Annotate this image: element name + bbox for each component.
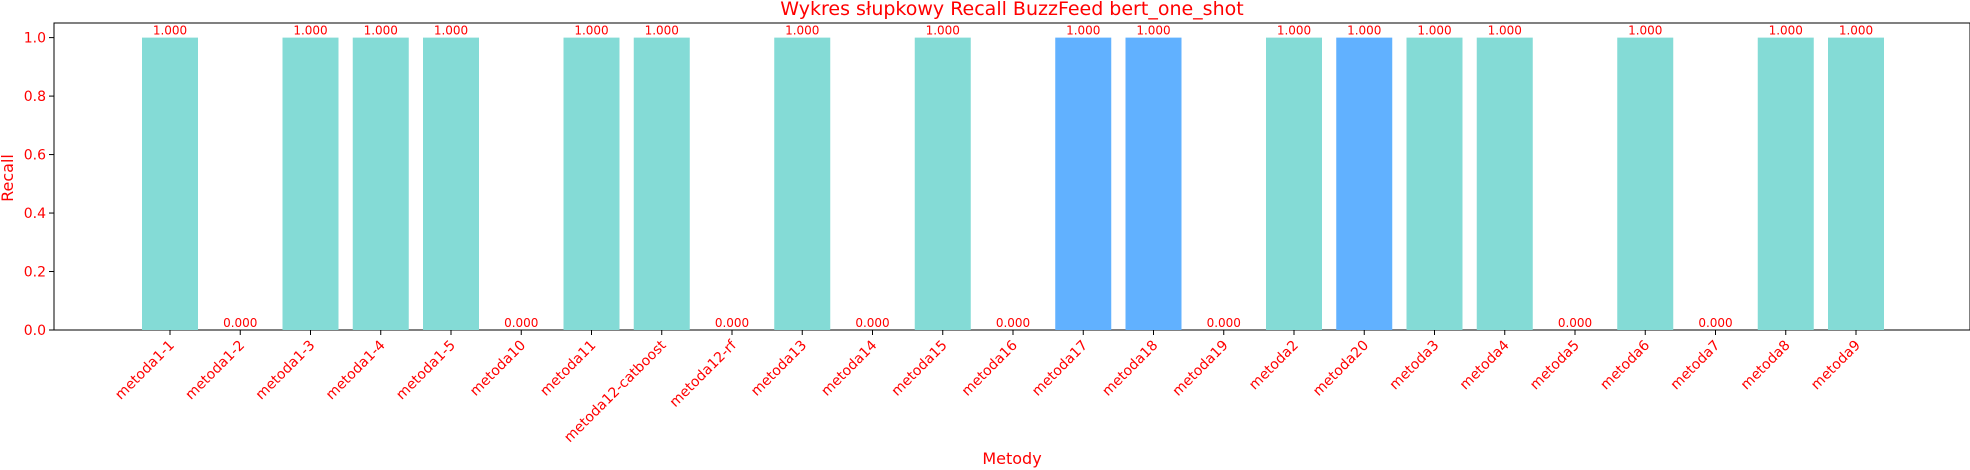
x-tick-label-metoda2: metoda2 (1246, 338, 1302, 394)
bar-metoda12-catboost (633, 37, 690, 331)
bar-metoda20 (1336, 37, 1393, 331)
data-label-metoda14: 0.000 (855, 316, 889, 330)
y-axis-label: Recall (0, 154, 17, 202)
data-label-metoda15: 1.000 (926, 24, 960, 38)
data-labels-group: 1.000 0.000 1.000 1.000 1.000 0.000 1.000 1.000… (153, 24, 1873, 330)
x-tick-label-metoda10: metoda10 (467, 338, 529, 400)
bar-metoda6 (1617, 37, 1674, 331)
data-label-metoda3: 1.000 (1417, 24, 1451, 38)
bar-metoda17 (1055, 37, 1112, 331)
x-tick-label-metoda14: metoda14 (818, 337, 880, 399)
x-tick-label-metoda20: metoda20 (1310, 338, 1372, 400)
bar-metoda15 (914, 37, 971, 331)
x-tick-label-metoda13: metoda13 (748, 338, 810, 400)
x-tick-label-metoda9: metoda9 (1808, 338, 1864, 394)
bar-metoda1-4 (352, 37, 409, 331)
plot-area (53, 22, 1970, 331)
bar-metoda3 (1406, 37, 1463, 331)
y-tick-label: 0.4 (24, 206, 46, 222)
chart-title: Wykres słupkowy Recall BuzzFeed bert_one… (780, 0, 1243, 20)
x-tick-label-metoda17: metoda17 (1029, 338, 1091, 400)
data-label-metoda1-2: 0.000 (223, 316, 257, 330)
data-label-metoda8: 1.000 (1769, 24, 1803, 38)
x-tick-label-metoda6: metoda6 (1597, 337, 1653, 393)
bar-metoda11 (563, 37, 620, 331)
data-label-metoda1-1: 1.000 (153, 24, 187, 38)
data-label-metoda5: 0.000 (1558, 316, 1592, 330)
bar-metoda13 (774, 37, 831, 331)
bar-metoda2 (1266, 37, 1322, 331)
data-label-metoda12-catboost: 1.000 (645, 24, 679, 38)
data-label-metoda10: 0.000 (504, 316, 538, 330)
y-tick-label: 0.0 (24, 323, 46, 339)
x-tick-label-metoda12-rf: metoda12-rf (667, 337, 741, 411)
y-axis: 0.0 0.2 0.4 0.6 0.8 1.0 (24, 31, 54, 339)
x-tick-label-metoda18: metoda18 (1099, 338, 1161, 400)
bar-metoda1-1 (142, 37, 198, 331)
bar-metoda8 (1757, 37, 1814, 331)
x-tick-label-metoda4: metoda4 (1457, 337, 1513, 393)
x-tick-label-metoda1-4: metoda1-4 (323, 337, 389, 403)
x-tick-label-metoda1-5: metoda1-5 (393, 338, 459, 404)
x-tick-label-metoda15: metoda15 (889, 338, 951, 400)
x-tick-label-metoda5: metoda5 (1527, 338, 1583, 394)
data-label-metoda20: 1.000 (1347, 24, 1381, 38)
data-label-metoda18: 1.000 (1136, 24, 1170, 38)
data-label-metoda6: 1.000 (1628, 24, 1662, 38)
data-label-metoda2: 1.000 (1277, 24, 1311, 38)
data-label-metoda4: 1.000 (1488, 24, 1522, 38)
y-tick-label: 0.8 (24, 89, 46, 105)
bar-metoda1-3 (282, 37, 339, 331)
data-label-metoda16: 0.000 (996, 316, 1030, 330)
x-tick-label-metoda3: metoda3 (1387, 338, 1443, 394)
x-tick-label-metoda19: metoda19 (1170, 338, 1232, 400)
y-tick-label: 0.2 (24, 265, 46, 281)
x-tick-label-metoda1-2: metoda1-2 (183, 338, 249, 404)
data-label-metoda1-3: 1.000 (293, 24, 327, 38)
data-label-metoda17: 1.000 (1066, 24, 1100, 38)
y-tick-label: 1.0 (24, 31, 46, 47)
x-tick-label-metoda11: metoda11 (537, 338, 599, 400)
x-tick-label-metoda7: metoda7 (1668, 338, 1724, 394)
x-axis-label: Metody (982, 449, 1041, 468)
data-label-metoda7: 0.000 (1698, 316, 1732, 330)
bar-metoda4 (1476, 37, 1533, 331)
data-label-metoda13: 1.000 (785, 24, 819, 38)
x-tick-label-metoda1-1: metoda1-1 (112, 338, 178, 404)
data-label-metoda1-5: 1.000 (434, 24, 468, 38)
bars-group (142, 37, 1884, 331)
data-label-metoda12-rf: 0.000 (715, 316, 749, 330)
data-label-metoda19: 0.000 (1207, 316, 1241, 330)
x-tick-label-metoda8: metoda8 (1738, 338, 1794, 394)
data-label-metoda9: 1.000 (1839, 24, 1873, 38)
data-label-metoda11: 1.000 (574, 24, 608, 38)
bar-metoda9 (1828, 37, 1884, 331)
data-label-metoda1-4: 1.000 (364, 24, 398, 38)
y-tick-label: 0.6 (24, 148, 46, 164)
x-axis: metoda1-1 metoda1-2 metoda1-3 metoda1-4 meto… (112, 330, 1864, 446)
x-tick-label-metoda1-3: metoda1-3 (253, 338, 319, 404)
plot-frame (53, 22, 1970, 331)
bar-metoda1-5 (423, 37, 479, 331)
x-tick-label-metoda16: metoda16 (959, 337, 1021, 399)
bar-metoda18 (1125, 37, 1182, 331)
